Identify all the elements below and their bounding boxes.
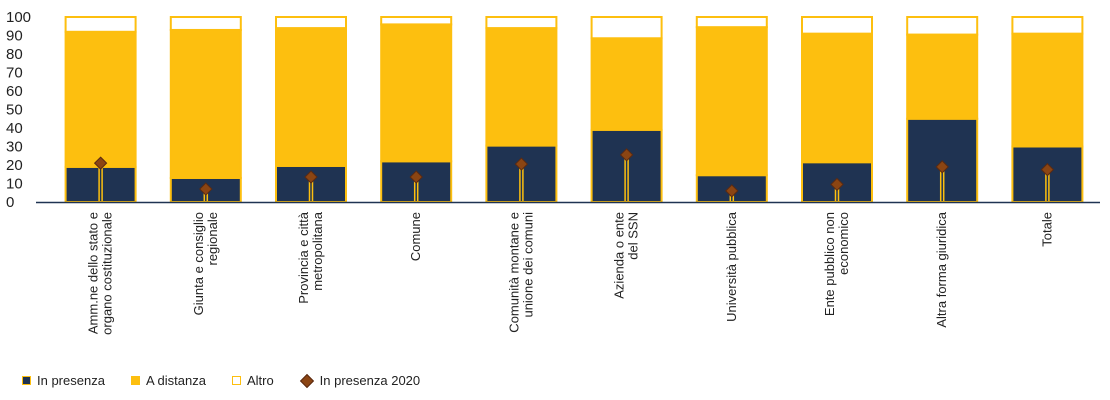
legend-item-in-presenza-2020: In presenza 2020 [299,373,421,388]
legend-item-a-distanza: A distanza [130,373,206,388]
legend-label-altro: Altro [246,373,274,388]
bar-segment-a-distanza [801,32,873,164]
y-tick-label: 100 [6,9,31,26]
y-tick-label: 60 [6,83,23,100]
marker-in-presenza-2020 [830,177,844,192]
bar-segment-altro [906,16,979,36]
bar-segment-a-distanza [485,27,558,147]
bar-segment-a-distanza [1011,32,1084,148]
y-tick-label: 0 [6,194,14,211]
bar-segment-altro [590,16,663,40]
category-label: Comunità montane eunione dei comuni [506,212,535,333]
category-label: Azienda o entedel SSN [612,212,641,299]
bar-segment-a-distanza [695,26,768,177]
marker-in-presenza-2020 [935,160,949,174]
bar-segment-altro [801,16,873,35]
marker-in-presenza-2020 [725,184,739,198]
y-tick-label: 50 [6,102,23,119]
legend-swatch-altro [231,376,241,385]
marker-in-presenza-2020 [409,170,423,184]
legend-swatch-in-presenza [22,376,31,385]
marker-in-presenza-2020 [199,182,213,196]
bar-segment-a-distanza [64,30,137,168]
legend-item-in-presenza: In presenza [22,373,105,388]
marker-in-presenza-2020 [93,156,108,170]
marker-in-presenza-2020 [1040,162,1055,177]
category-label: Ente pubblico noneconomico [822,212,851,316]
bar-segment-altro [695,16,768,29]
category-label: Totale [1039,212,1054,247]
bar-segment-altro [169,16,242,31]
legend-item-altro: Altro [231,373,274,388]
bar-segment-a-distanza [906,33,979,120]
bar-segment-in-presenza [485,144,558,203]
category-label: Giunta e consiglioregionale [191,212,220,315]
category-label: Università pubblica [724,211,739,322]
bar-segment-altro [64,16,137,33]
legend-label-a-distanza: A distanza [145,373,206,388]
legend-swatch-in-presenza-2020 [299,373,314,388]
category-label: Amm.ne dello stato eorgano costituzional… [86,212,115,335]
marker-in-presenza-2020 [304,170,318,184]
marker-in-presenza-2020 [514,157,529,171]
legend-label-in-presenza-2020: In presenza 2020 [319,373,421,388]
bar-segment-altro [380,16,453,26]
bar-segment-altro [485,16,558,30]
category-label: Comune [408,212,423,261]
y-tick-label: 10 [6,176,23,193]
legend: In presenza A distanza Altro In presenza… [22,373,420,388]
legend-label-in-presenza: In presenza [37,373,105,388]
y-tick-label: 70 [6,65,23,82]
bar-segment-in-presenza [590,128,663,204]
bar-segment-a-distanza [380,23,453,163]
y-tick-label: 90 [6,28,23,45]
y-tick-label: 30 [6,139,23,156]
bar-segment-altro [275,16,347,30]
bar-segment-a-distanza [590,37,663,131]
y-tick-label: 20 [6,157,23,174]
bar-segment-a-distanza [275,27,347,167]
bar-segment-a-distanza [169,28,242,179]
marker-in-presenza-2020 [619,148,634,162]
category-label: Provincia e cittàmetropolitana [296,211,325,304]
bar-segment-altro [1011,16,1084,35]
y-tick-label: 80 [6,46,23,63]
y-tick-label: 40 [6,120,23,137]
bar-segment-in-presenza [64,165,137,204]
legend-swatch-a-distanza [130,376,140,385]
category-label: Altra forma giuridica [934,211,949,327]
